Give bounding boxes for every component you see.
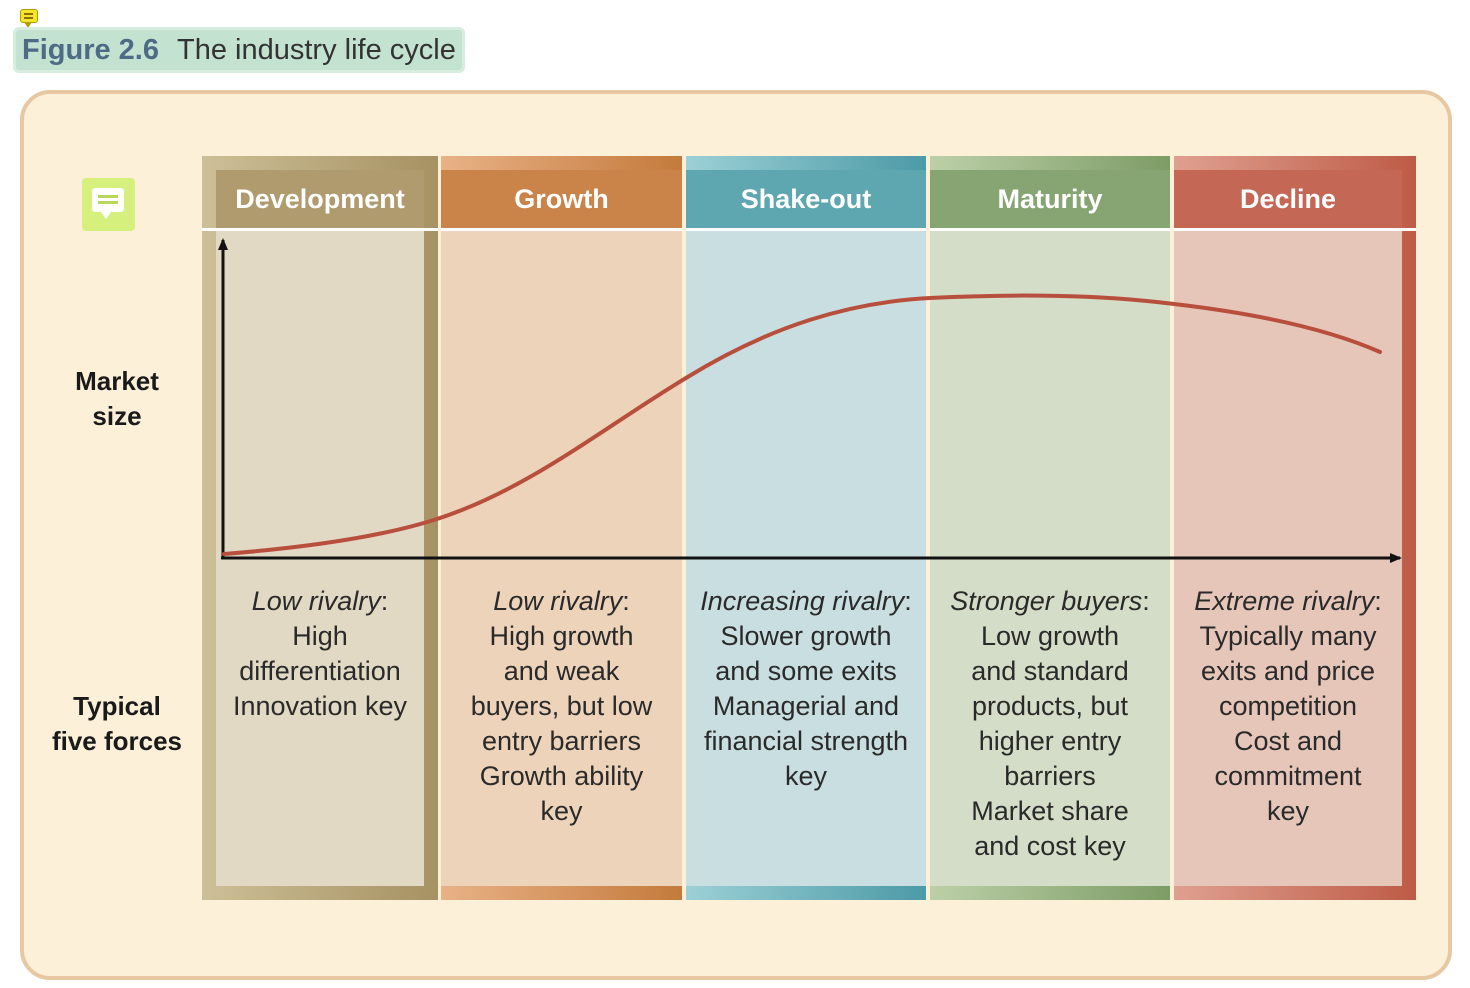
stage-forces-maturity: Stronger buyers: Low growth and standard… — [930, 584, 1170, 864]
force-line: Cost and — [1233, 726, 1343, 756]
stage-forces-development: Low rivalry: High differentiation Innova… — [204, 584, 436, 724]
five-forces-label-line: Typical — [73, 691, 161, 721]
rivalry-label: Increasing rivalry — [700, 586, 905, 616]
force-line: Market share — [971, 796, 1129, 826]
stage-column-growth: Growth Low rivalry: High growth and weak… — [441, 156, 682, 900]
force-line: and weak — [503, 656, 620, 686]
force-line: barriers — [1004, 761, 1096, 791]
force-line: buyers, but low — [470, 691, 653, 721]
stage-header-decline: Decline — [1174, 170, 1402, 228]
force-line: products, but — [971, 691, 1129, 721]
force-line: High growth — [489, 621, 634, 651]
figure-caption: Figure 2.6 The industry life cycle — [16, 30, 462, 70]
force-line: entry barriers — [481, 726, 642, 756]
force-line: key — [784, 761, 828, 791]
stage-forces-shakeout: Increasing rivalry: Slower growth and so… — [686, 584, 926, 794]
force-line: Innovation key — [232, 691, 408, 721]
rivalry-label: Stronger buyers — [950, 586, 1143, 616]
force-line: competition — [1218, 691, 1358, 721]
market-size-curve — [222, 293, 1382, 556]
force-line: commitment — [1214, 761, 1362, 791]
force-line: Managerial and — [712, 691, 900, 721]
stage-header-growth: Growth — [441, 170, 682, 228]
five-forces-label-line: five forces — [51, 726, 183, 756]
force-line: higher entry — [978, 726, 1122, 756]
force-line: exits and price — [1200, 656, 1376, 686]
force-line: key — [540, 796, 583, 826]
rivalry-label: Low rivalry — [493, 586, 623, 616]
rivalry-label: Extreme rivalry — [1194, 586, 1375, 616]
force-line: and standard — [971, 656, 1129, 686]
stage-forces-growth: Low rivalry: High growth and weak buyers… — [441, 584, 682, 829]
five-forces-label: Typical five forces — [42, 689, 192, 759]
rivalry-label: Low rivalry — [251, 586, 381, 616]
force-line: key — [1266, 796, 1310, 826]
stage-forces-decline: Extreme rivalry: Typically many exits an… — [1174, 584, 1414, 829]
stage-header-maturity: Maturity — [930, 170, 1170, 228]
force-line: Typically many — [1199, 621, 1377, 651]
stage-header-development: Development — [216, 170, 424, 228]
force-line: and cost key — [974, 831, 1126, 861]
force-line: Low growth — [980, 621, 1120, 651]
force-line: financial strength — [703, 726, 909, 756]
force-line: and some exits — [715, 656, 897, 686]
force-line: differentiation — [239, 656, 401, 686]
stage-header-shakeout: Shake-out — [686, 170, 926, 228]
comment-bubble-icon[interactable] — [82, 178, 135, 231]
figure-number: Figure 2.6 — [22, 33, 159, 66]
comment-note-icon[interactable] — [20, 9, 38, 28]
market-size-label: Market size — [42, 364, 192, 434]
force-line: Growth ability — [479, 761, 644, 791]
force-line: High — [292, 621, 348, 651]
figure-title: The industry life cycle — [177, 33, 456, 66]
market-size-label-line: Market — [75, 366, 159, 396]
market-size-label-line: size — [92, 401, 142, 431]
force-line: Slower growth — [720, 621, 892, 651]
